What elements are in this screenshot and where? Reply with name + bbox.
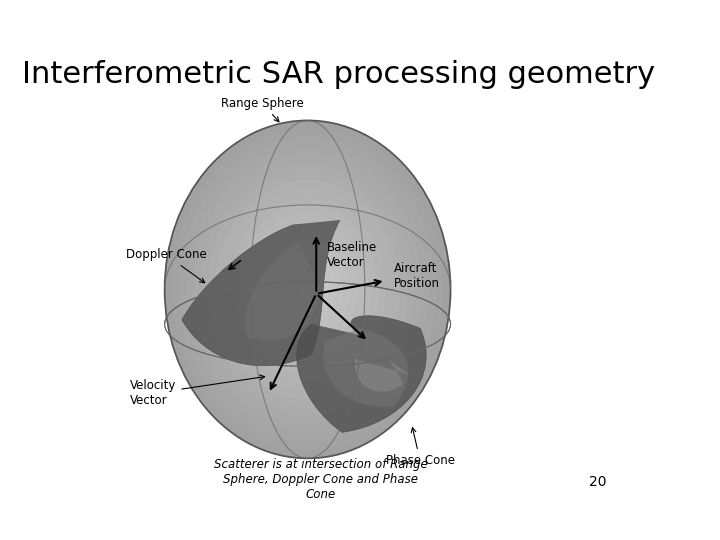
Text: Aircraft
Position: Aircraft Position [395,262,440,291]
PathPatch shape [246,242,320,340]
Text: Phase Cone: Phase Cone [385,428,454,467]
PathPatch shape [323,328,408,407]
Text: Doppler Cone: Doppler Cone [125,248,207,283]
Text: Scatterer is at intersection of Range
Sphere, Doppler Cone and Phase
Cone: Scatterer is at intersection of Range Sp… [214,458,428,501]
Ellipse shape [172,129,444,450]
Ellipse shape [272,247,343,332]
Ellipse shape [165,120,451,458]
Ellipse shape [222,188,393,391]
Text: Velocity
Vector: Velocity Vector [130,375,265,407]
Ellipse shape [229,197,386,382]
Ellipse shape [193,154,422,424]
Text: Baseline
Vector: Baseline Vector [327,241,377,269]
Ellipse shape [207,171,408,408]
Text: 20: 20 [589,475,606,489]
Ellipse shape [286,264,329,315]
Ellipse shape [215,180,400,399]
Ellipse shape [265,239,351,340]
Ellipse shape [243,213,372,366]
Text: Range Sphere: Range Sphere [221,97,304,122]
Ellipse shape [179,137,436,442]
Ellipse shape [258,230,358,348]
Ellipse shape [236,205,379,374]
Ellipse shape [279,255,336,323]
Ellipse shape [200,163,415,416]
Ellipse shape [251,222,365,357]
PathPatch shape [182,225,320,366]
Text: Interferometric SAR processing geometry: Interferometric SAR processing geometry [22,60,654,89]
Ellipse shape [186,146,429,433]
PathPatch shape [355,355,403,391]
Ellipse shape [293,273,322,306]
PathPatch shape [297,315,426,433]
Ellipse shape [165,120,451,458]
Ellipse shape [300,281,315,298]
